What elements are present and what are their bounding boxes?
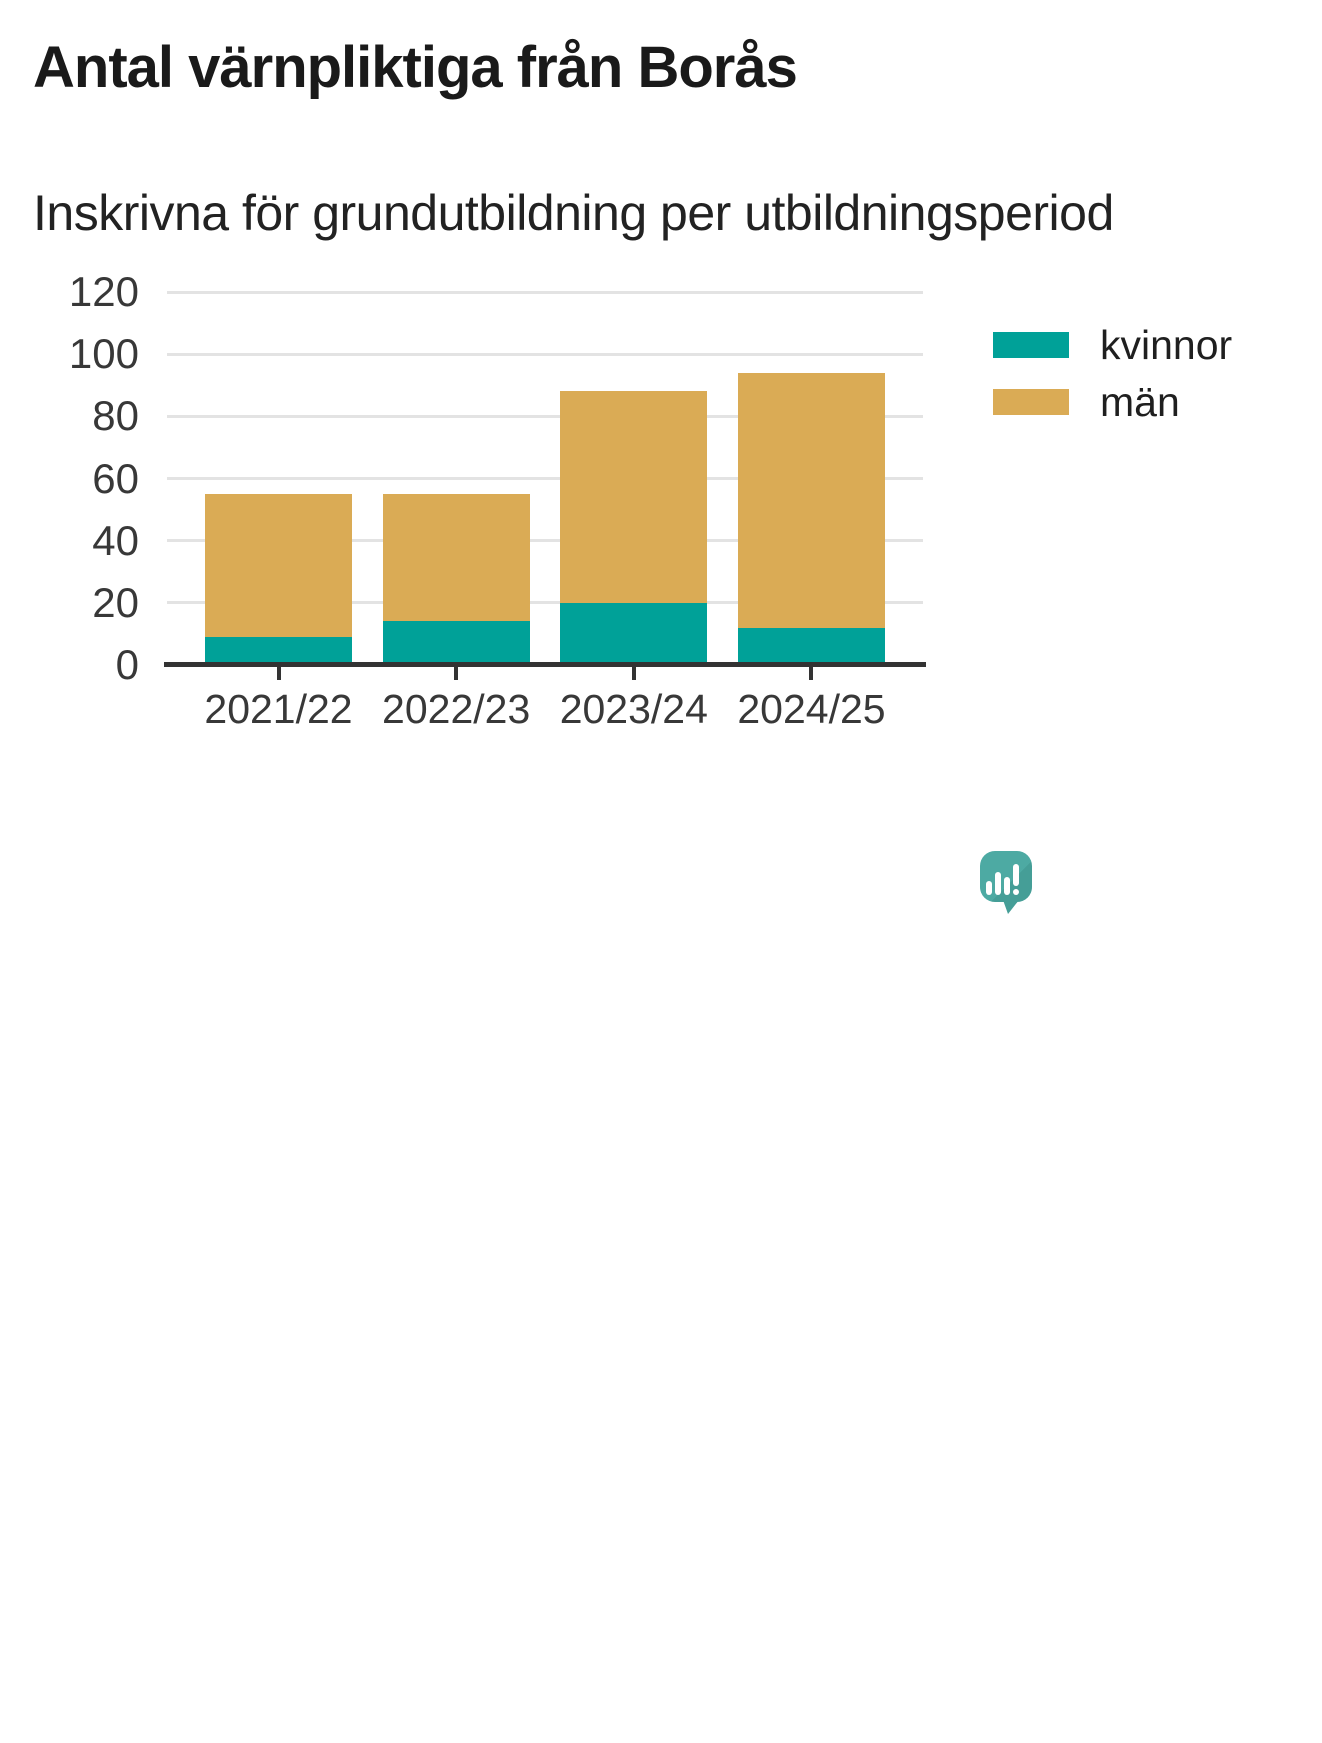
gridline	[167, 414, 923, 418]
newsworthy-logo-icon	[980, 851, 1032, 914]
x-axis-tick	[631, 667, 636, 680]
bar-segment-män	[737, 372, 885, 628]
bar-chart-glyph	[986, 864, 1019, 895]
bar-segment-män	[560, 391, 708, 603]
x-axis-label: 2023/24	[559, 686, 708, 732]
plot-area: 0 20 40 60 80 100 120 2021/22 2022/23 2023/24 202…	[69, 271, 926, 730]
bar-segment-kvinnor	[560, 602, 708, 665]
gridline	[167, 290, 923, 294]
glyph-bar	[1004, 877, 1010, 895]
y-axis-tick-label: 0	[115, 641, 139, 688]
x-axis-tick	[454, 667, 459, 680]
y-axis-tick-label: 60	[92, 454, 139, 502]
legend-swatch	[993, 332, 1069, 358]
bar-segment-kvinnor	[737, 627, 885, 665]
chart-canvas: { "header": { "title": "Antal värnplikti…	[33, 35, 1233, 914]
chart-title: Antal värnpliktiga från Borås	[33, 35, 798, 100]
legend-label: män	[1100, 378, 1180, 425]
exclamation-glyph	[1013, 864, 1019, 895]
bar-segment-kvinnor	[382, 621, 530, 665]
legend: kvinnor män	[993, 322, 1232, 425]
x-axis-label: 2021/22	[204, 686, 353, 732]
gridline	[167, 539, 923, 543]
gridline	[167, 601, 923, 605]
bar-segment-män	[205, 494, 352, 638]
speech-bubble-tail	[1003, 900, 1019, 914]
gridline	[167, 477, 923, 480]
y-axis-tick-label: 40	[92, 516, 139, 564]
gridline	[167, 352, 923, 356]
glyph-bar	[995, 872, 1001, 895]
legend-label: kvinnor	[1100, 321, 1233, 368]
x-axis-tick	[809, 667, 814, 680]
newsworthy-logo: Newsworthy	[980, 851, 1032, 914]
bar-group-2024/25: 2024/25	[737, 292, 886, 730]
bar-segment-män	[382, 494, 530, 622]
chart-subtitle: Inskrivna för grundutbildning per utbild…	[33, 185, 1114, 241]
y-axis-tick-label: 100	[68, 330, 139, 378]
bar-segment-kvinnor	[205, 637, 352, 665]
bar-series-container: 2021/22 2022/23 2023/24 2024/25	[167, 292, 923, 730]
y-axis-tick-label: 120	[68, 268, 139, 315]
x-axis-label: 2024/25	[737, 686, 886, 732]
bar-group-2023/24: 2023/24	[560, 292, 708, 730]
legend-item-kvinnor: kvinnor	[993, 322, 1232, 368]
x-axis-line	[164, 662, 926, 667]
glyph-bar	[986, 881, 992, 895]
bar-group-2021/22: 2021/22	[204, 292, 353, 730]
bar-group-2022/23: 2022/23	[382, 292, 530, 730]
y-axis-tick-label: 20	[92, 578, 139, 626]
x-axis-label: 2022/23	[382, 686, 531, 732]
legend-item-män: män	[993, 379, 1232, 425]
x-axis-tick	[276, 667, 281, 680]
legend-swatch	[993, 389, 1069, 415]
y-axis-tick-label: 80	[92, 392, 139, 440]
